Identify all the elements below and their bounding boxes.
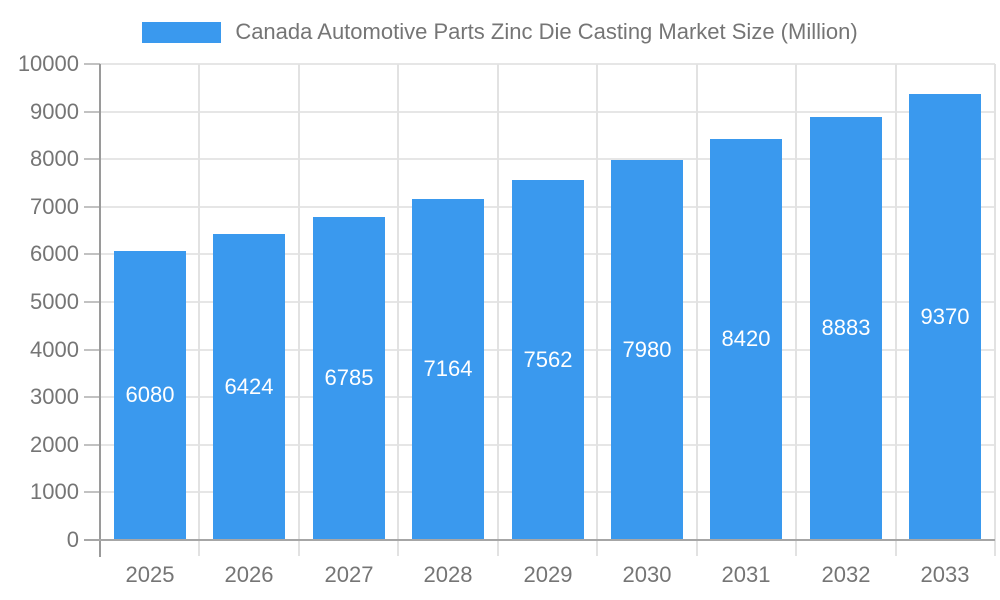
gridline-vertical — [795, 64, 797, 556]
x-tick-label: 2028 — [423, 562, 473, 587]
x-tick-label: 2029 — [523, 562, 573, 587]
gridline-vertical — [994, 64, 996, 556]
legend-label: Canada Automotive Parts Zinc Die Casting… — [235, 18, 858, 44]
gridline-vertical — [696, 64, 698, 556]
gridline-horizontal — [100, 158, 995, 160]
y-axis-line — [99, 64, 101, 557]
y-tick-label: 8000 — [30, 146, 79, 171]
y-axis-tick — [84, 444, 100, 446]
gridline-vertical — [298, 64, 300, 556]
x-tick-label: 2026 — [224, 562, 274, 587]
bar — [114, 251, 186, 539]
y-axis-tick — [84, 111, 100, 113]
y-axis-tick — [84, 253, 100, 255]
bar — [710, 139, 782, 539]
x-tick-label: 2030 — [622, 562, 672, 587]
y-axis-tick — [84, 396, 100, 398]
y-axis-tick — [84, 206, 100, 208]
gridline-vertical — [497, 64, 499, 556]
y-tick-label: 0 — [66, 527, 79, 552]
y-tick-label: 5000 — [30, 289, 79, 314]
bar-value-label: 7980 — [622, 337, 672, 362]
bar-value-label: 6080 — [125, 382, 175, 407]
y-tick-label: 9000 — [30, 99, 79, 124]
bar — [909, 94, 981, 539]
y-axis-tick — [84, 158, 100, 160]
gridline-horizontal — [100, 63, 995, 65]
bar-value-label: 8420 — [721, 326, 771, 351]
y-tick-label: 6000 — [30, 241, 79, 266]
gridline-vertical — [895, 64, 897, 556]
y-tick-label: 7000 — [30, 194, 79, 219]
bar-value-label: 9370 — [920, 304, 970, 329]
x-tick-label: 2031 — [721, 562, 771, 587]
gridline-vertical — [596, 64, 598, 556]
x-tick-label: 2032 — [821, 562, 871, 587]
gridline-vertical — [198, 64, 200, 556]
y-tick-label: 3000 — [30, 384, 79, 409]
y-tick-label: 1000 — [30, 479, 79, 504]
bar — [313, 217, 385, 539]
bar — [810, 117, 882, 539]
y-tick-label: 4000 — [30, 337, 79, 362]
y-tick-label: 10000 — [17, 51, 79, 76]
bar — [611, 160, 683, 539]
y-axis-tick — [84, 301, 100, 303]
legend-swatch — [142, 21, 222, 43]
gridline-vertical — [397, 64, 399, 556]
y-axis-tick — [84, 491, 100, 493]
bar — [412, 199, 484, 539]
x-axis-line — [84, 539, 995, 541]
bar — [213, 234, 285, 539]
y-tick-label: 2000 — [30, 432, 79, 457]
bar — [512, 180, 584, 539]
x-tick-label: 2033 — [920, 562, 970, 587]
bar-value-label: 7562 — [523, 347, 573, 372]
bar-value-label: 8883 — [821, 315, 871, 340]
y-axis-tick — [84, 349, 100, 351]
y-axis-tick — [84, 63, 100, 65]
x-tick-label: 2027 — [324, 562, 374, 587]
bar-value-label: 6424 — [224, 374, 274, 399]
gridline-horizontal — [100, 111, 995, 113]
bar-value-label: 6785 — [324, 365, 374, 390]
legend-item[interactable]: Canada Automotive Parts Zinc Die Casting… — [0, 14, 1000, 50]
x-tick-label: 2025 — [125, 562, 175, 587]
bar-value-label: 7164 — [423, 356, 473, 381]
